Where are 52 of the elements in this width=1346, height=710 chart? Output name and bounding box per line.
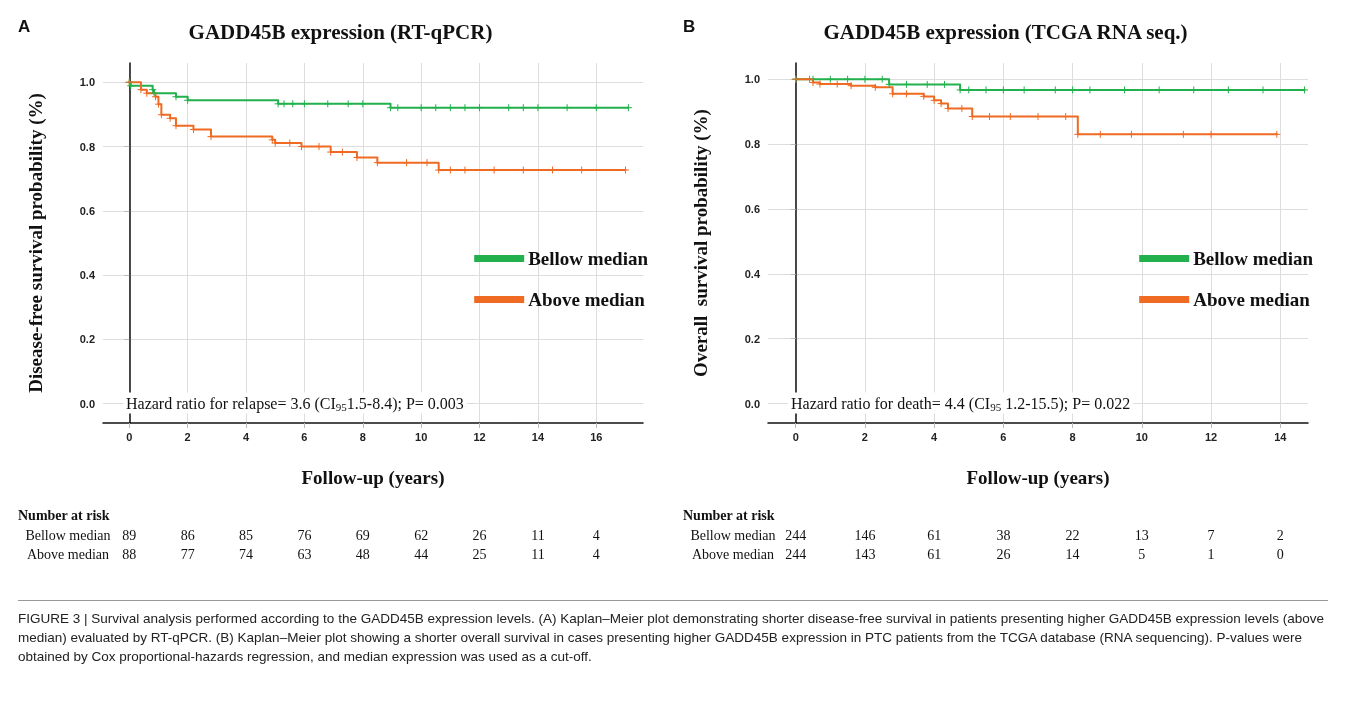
text: Number at risk — [683, 507, 775, 523]
x-tick-label: 4 — [242, 430, 250, 443]
y-tick-label: 0.0 — [744, 397, 760, 410]
y-tick-label: 0.8 — [744, 138, 760, 151]
y-tick-label: 0.2 — [79, 333, 95, 346]
x-tick-label: 14 — [531, 430, 545, 443]
y-axis-title: Disease-free survival probability (%) — [25, 93, 47, 393]
x-tick-label: 16 — [590, 430, 603, 443]
text: Bellow median — [25, 527, 111, 543]
text: 88 77 74 63 48 44 25 11 4 — [122, 546, 600, 562]
x-tick-label: 8 — [1069, 430, 1076, 443]
text: A — [18, 17, 31, 36]
chart-title: GADD45B expression (RT-qPCR) — [188, 19, 493, 44]
text: B — [683, 17, 696, 36]
x-tick-label: 10 — [1135, 430, 1148, 443]
text: Above median — [691, 546, 775, 562]
x-axis-title: Follow-up (years) — [966, 467, 1110, 489]
text: 89 86 85 76 69 62 26 11 4 — [122, 527, 600, 543]
chart-title: GADD45B expression (TCGA RNA seq.) — [823, 19, 1188, 44]
x-tick-label: 4 — [931, 430, 939, 443]
y-tick-label: 1.0 — [79, 76, 95, 89]
x-tick-label: 12 — [473, 430, 486, 443]
text: 244 146 61 38 22 13 7 2 — [785, 527, 1284, 543]
text: Above median — [26, 546, 110, 562]
legend-label: Above median — [1193, 289, 1311, 310]
text: 244 143 61 26 14 5 1 0 — [785, 546, 1284, 562]
y-tick-label: 0.6 — [744, 202, 760, 215]
x-tick-label: 2 — [861, 430, 868, 443]
text: Number at risk — [18, 507, 110, 523]
caption: FIGURE 3 | Survival analysis performed according to the GADD45B expression levels. (A) Kaplan–Meier plot demonstrating shorter disease-free survival in patients presenting higher GADD45B expression levels (above median) evaluated by RT-qPCR. (B) Kaplan–Meier plot showing a shorter overall survival in cases presenting higher GADD45B expression in PTC patients from the TCGA database (RNA sequencing). P-values were obtained by Cox proportional-hazards regression, and median expression was used as a cut-off. — [18, 600, 1328, 666]
y-tick-label: 0.6 — [79, 204, 95, 217]
y-tick-label: 0.2 — [744, 332, 760, 345]
y-tick-label: 0.4 — [79, 269, 96, 282]
text: Bellow median — [690, 527, 776, 543]
x-axis-title: Follow-up (years) — [301, 467, 445, 489]
x-tick-label: 8 — [359, 430, 366, 443]
y-tick-label: 0.8 — [79, 140, 95, 153]
x-tick-label: 0 — [792, 430, 799, 443]
x-tick-label: 2 — [184, 430, 191, 443]
y-tick-label: 0.4 — [744, 267, 761, 280]
y-tick-label: 0.0 — [79, 397, 95, 410]
legend-label: Bellow median — [528, 248, 649, 269]
x-tick-label: 12 — [1204, 430, 1218, 443]
x-tick-label: 6 — [1000, 430, 1007, 443]
legend-label: Bellow median — [1193, 248, 1314, 269]
x-tick-label: 0 — [126, 430, 133, 443]
x-tick-label: 14 — [1274, 430, 1288, 443]
y-tick-label: 1.0 — [744, 73, 760, 86]
y-axis-title: Overall survival probability (%) — [690, 109, 712, 377]
legend-label: Above median — [528, 289, 646, 310]
x-tick-label: 10 — [415, 430, 428, 443]
x-tick-label: 6 — [301, 430, 308, 443]
